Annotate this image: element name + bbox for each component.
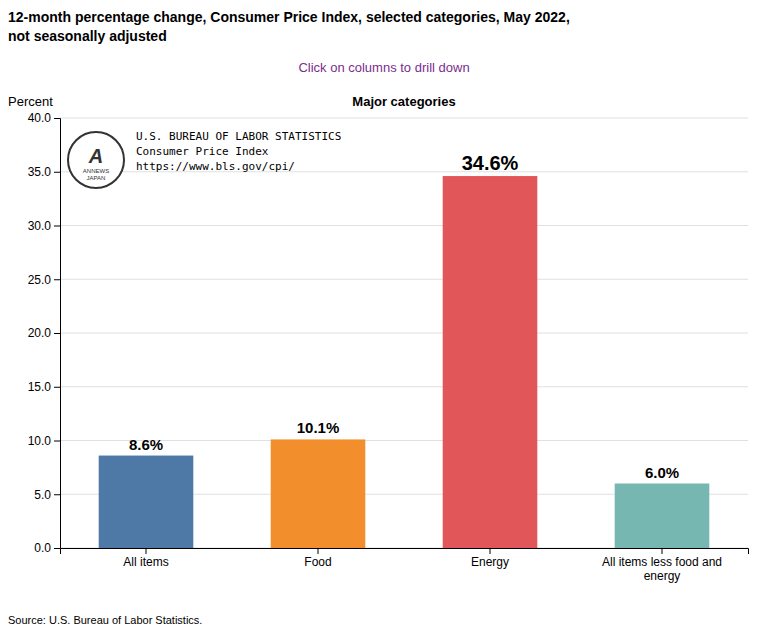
tick-mark: [54, 548, 60, 549]
data-labels: 8.6% 10.1% 34.6% 6.0%: [129, 152, 679, 480]
chart: 12-month percentage change, Consumer Pri…: [0, 0, 768, 636]
bar[interactable]: [615, 484, 710, 549]
logo-label: ANNEWSJAPAN: [83, 168, 109, 181]
annotation: Consumer Price Index: [136, 145, 269, 158]
tick-label: 5.0: [34, 488, 51, 502]
tick-label: 20.0: [28, 326, 52, 340]
grid-line: [60, 225, 748, 226]
tick-label: 15.0: [28, 380, 52, 394]
annotations: U.S. BUREAU OF LABOR STATISTICS Consumer …: [136, 130, 341, 173]
axis-line: [61, 549, 749, 555]
tick: 20.0: [28, 326, 60, 340]
data-label: 34.6%: [462, 152, 519, 174]
tick: 0.0: [34, 541, 60, 555]
tick: Energy: [471, 548, 509, 569]
bars: [99, 176, 710, 548]
bar[interactable]: [271, 439, 366, 548]
data-label: 10.1%: [297, 419, 340, 436]
source: Source: U.S. Bureau of Labor Statistics.: [8, 614, 202, 626]
grid-line: [60, 118, 748, 119]
tick-mark: [54, 118, 60, 119]
tick: 25.0: [28, 273, 60, 287]
tick-label: 0.0: [34, 541, 51, 555]
annotation: U.S. BUREAU OF LABOR STATISTICS: [136, 130, 341, 143]
tick-mark: [318, 548, 319, 554]
title: 12-month percentage change, Consumer Pri…: [8, 9, 570, 44]
grid-line: [60, 440, 748, 441]
x-axis-title: Major categories: [352, 94, 455, 109]
annotation: https://www.bls.gov/cpi/: [136, 160, 295, 173]
tick: All items less food andenergy: [602, 548, 722, 583]
tick-label: 35.0: [28, 165, 52, 179]
grid: [60, 118, 748, 548]
tick-mark: [490, 548, 491, 554]
tick-label: All items: [123, 555, 168, 569]
tick-label: 40.0: [28, 111, 52, 125]
tick-mark: [54, 333, 60, 334]
tick: 15.0: [28, 380, 60, 394]
tick-mark: [54, 226, 60, 227]
data-label: 6.0%: [645, 464, 679, 481]
grid-line: [60, 333, 748, 334]
tick: Food: [304, 548, 331, 569]
tick-label: 10.0: [28, 434, 52, 448]
tick-label: Food: [304, 555, 331, 569]
tick-mark: [54, 172, 60, 173]
grid-line: [60, 386, 748, 387]
tick-mark: [54, 279, 60, 280]
grid-line: [60, 279, 748, 280]
plot-area: 0.0 5.0 10.0 15.0 20.0 25.0 30.0 35.0 40.0 All it…: [28, 111, 749, 583]
tick-mark: [54, 441, 60, 442]
tick: 35.0: [28, 165, 60, 179]
tick: All items: [123, 548, 168, 569]
logo-letter: A: [88, 145, 103, 167]
tick: 30.0: [28, 219, 60, 233]
tick: 5.0: [34, 488, 60, 502]
subtitle: Click on columns to drill down: [298, 60, 469, 75]
tick-mark: [146, 548, 147, 554]
logo-circle: [68, 132, 124, 188]
tick: 10.0: [28, 434, 60, 448]
bar[interactable]: [99, 456, 194, 548]
tick-mark: [662, 548, 663, 554]
tick-label: 25.0: [28, 273, 52, 287]
tick-mark: [54, 494, 60, 495]
tick-mark: [54, 387, 60, 388]
tick-label: 30.0: [28, 219, 52, 233]
axis-line: [54, 119, 61, 549]
y-axis-title: Percent: [8, 94, 53, 109]
tick-label: Energy: [471, 555, 509, 569]
tick-label: All items less food andenergy: [602, 555, 722, 583]
logo: AANNEWSJAPAN: [68, 132, 124, 188]
tick: 40.0: [28, 111, 60, 125]
bar[interactable]: [443, 176, 538, 548]
data-label: 8.6%: [129, 436, 163, 453]
x-axis: All items Food Energy All items less food a…: [61, 548, 749, 583]
y-axis: 0.0 5.0 10.0 15.0 20.0 25.0 30.0 35.0 40.0: [28, 111, 61, 555]
